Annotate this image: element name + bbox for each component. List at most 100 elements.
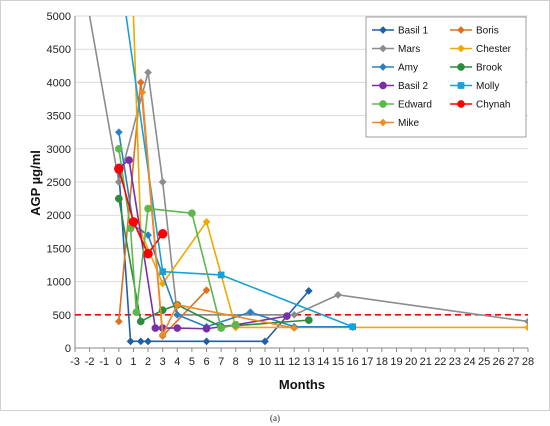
y-tick-label: 4500 bbox=[47, 44, 71, 56]
data-point-marker bbox=[379, 118, 387, 127]
series-layer bbox=[88, 16, 528, 346]
legend-entry: Brook bbox=[450, 63, 503, 74]
data-point-marker bbox=[457, 100, 465, 108]
x-tick-label: 6 bbox=[203, 356, 209, 368]
x-tick-label: -3 bbox=[70, 356, 80, 368]
legend-label: Molly bbox=[476, 81, 499, 92]
data-point-marker bbox=[524, 323, 528, 332]
x-tick-label: 5 bbox=[189, 356, 195, 368]
data-point-marker bbox=[136, 78, 145, 87]
data-point-marker bbox=[173, 300, 182, 309]
x-tick-label: 2 bbox=[145, 356, 151, 368]
legend-label: Edward bbox=[398, 100, 432, 111]
legend-label: Basil 1 bbox=[398, 26, 428, 37]
x-tick-label: 18 bbox=[376, 356, 388, 368]
data-point-marker bbox=[261, 337, 269, 346]
x-tick-label: 20 bbox=[405, 356, 417, 368]
data-point-marker bbox=[457, 82, 465, 89]
data-point-marker bbox=[304, 286, 313, 295]
x-tick-label: 11 bbox=[274, 356, 285, 368]
legend-entry: Molly bbox=[450, 81, 499, 92]
x-tick-label: 3 bbox=[160, 356, 166, 368]
data-point-marker bbox=[143, 248, 153, 259]
legend-label: Mike bbox=[398, 118, 420, 129]
x-tick-label: 23 bbox=[449, 356, 461, 368]
legend-entry: Mars bbox=[372, 44, 420, 55]
x-tick-label: 17 bbox=[361, 356, 373, 368]
x-tick-label: 0 bbox=[116, 356, 122, 368]
legend-entry: Amy bbox=[372, 63, 418, 74]
legend-entry: Chester bbox=[450, 44, 512, 55]
data-point-marker bbox=[202, 337, 211, 346]
data-point-marker bbox=[138, 88, 147, 97]
data-point-marker bbox=[144, 337, 153, 346]
data-point-marker bbox=[158, 330, 167, 339]
x-tick-label: 27 bbox=[507, 356, 519, 368]
data-point-marker bbox=[231, 320, 240, 329]
figure-caption: (a) bbox=[270, 413, 280, 423]
data-point-marker bbox=[379, 26, 387, 34]
x-tick-label: 9 bbox=[247, 356, 253, 368]
y-tick-label: 2000 bbox=[47, 210, 71, 222]
y-tick-label: 0 bbox=[65, 343, 71, 355]
data-point-marker bbox=[202, 286, 211, 295]
data-point-marker bbox=[114, 144, 123, 153]
legend-label: Amy bbox=[398, 63, 418, 74]
legend-entry: Mike bbox=[372, 118, 420, 129]
data-point-marker bbox=[114, 163, 124, 174]
data-point-marker bbox=[304, 316, 313, 324]
x-tick-label: -1 bbox=[99, 356, 109, 368]
data-point-marker bbox=[125, 156, 133, 164]
legend-label: Chynah bbox=[476, 100, 510, 111]
x-tick-label: 24 bbox=[463, 356, 475, 368]
legend-entry: Edward bbox=[372, 100, 432, 111]
x-tick-label: 25 bbox=[478, 356, 490, 368]
data-point-marker bbox=[159, 268, 167, 275]
data-point-marker bbox=[136, 317, 145, 326]
data-point-marker bbox=[457, 44, 465, 53]
data-point-marker bbox=[217, 324, 225, 332]
x-tick-label: 8 bbox=[233, 356, 239, 368]
y-tick-label: 500 bbox=[53, 310, 71, 322]
x-tick-label: 22 bbox=[434, 356, 446, 368]
data-point-marker bbox=[114, 194, 123, 203]
legend: Basil 1 Boris Mars Chester Amy Brook Basil 2 Mo… bbox=[365, 16, 527, 138]
x-tick-label: 13 bbox=[303, 356, 315, 368]
data-point-marker bbox=[188, 209, 196, 218]
data-point-marker bbox=[457, 26, 465, 34]
axes bbox=[74, 16, 529, 352]
data-point-marker bbox=[379, 100, 387, 108]
data-point-marker bbox=[158, 178, 167, 186]
x-tick-label: 1 bbox=[130, 356, 136, 368]
y-tick-label: 5000 bbox=[47, 11, 71, 23]
data-point-marker bbox=[136, 337, 145, 346]
data-point-marker bbox=[132, 308, 141, 316]
x-tick-label: 21 bbox=[420, 356, 432, 368]
legend-entry: Chynah bbox=[450, 100, 510, 111]
data-point-marker bbox=[128, 217, 139, 227]
data-point-marker bbox=[217, 271, 225, 279]
data-point-marker bbox=[202, 217, 211, 226]
data-point-marker bbox=[246, 308, 255, 317]
y-tick-label: 3000 bbox=[47, 144, 71, 156]
legend-label: Brook bbox=[476, 63, 503, 74]
y-tick-label: 2500 bbox=[47, 177, 71, 189]
data-point-marker bbox=[114, 178, 123, 186]
data-point-marker bbox=[151, 324, 160, 332]
y-tick-label: 1500 bbox=[47, 243, 71, 255]
data-point-marker bbox=[334, 290, 342, 299]
data-point-marker bbox=[290, 324, 299, 333]
y-tick-label: 4000 bbox=[47, 77, 71, 89]
data-point-marker bbox=[126, 337, 135, 346]
data-point-marker bbox=[173, 324, 182, 332]
data-point-marker bbox=[457, 63, 465, 71]
y-tick-label: 1000 bbox=[47, 277, 71, 289]
data-point-marker bbox=[290, 310, 299, 319]
legend-entry: Boris bbox=[450, 26, 499, 37]
series-molly bbox=[125, 16, 356, 331]
legend-label: Chester bbox=[476, 44, 512, 55]
data-point-marker bbox=[157, 229, 168, 239]
legend-label: Basil 2 bbox=[398, 81, 428, 92]
series-mike bbox=[138, 88, 299, 339]
